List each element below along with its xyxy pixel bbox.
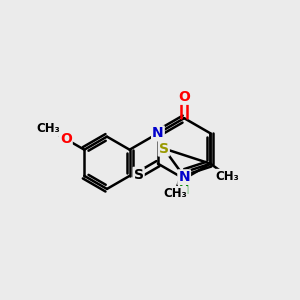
Text: S: S [159, 142, 169, 155]
Text: O: O [60, 132, 72, 146]
Text: CH₃: CH₃ [36, 122, 60, 135]
Text: H: H [179, 184, 189, 196]
Text: CH₃: CH₃ [216, 170, 240, 183]
Text: S: S [134, 168, 144, 182]
Text: CH₃: CH₃ [163, 187, 187, 200]
Text: N: N [178, 170, 190, 184]
Text: N: N [152, 126, 164, 140]
Text: O: O [178, 90, 190, 104]
